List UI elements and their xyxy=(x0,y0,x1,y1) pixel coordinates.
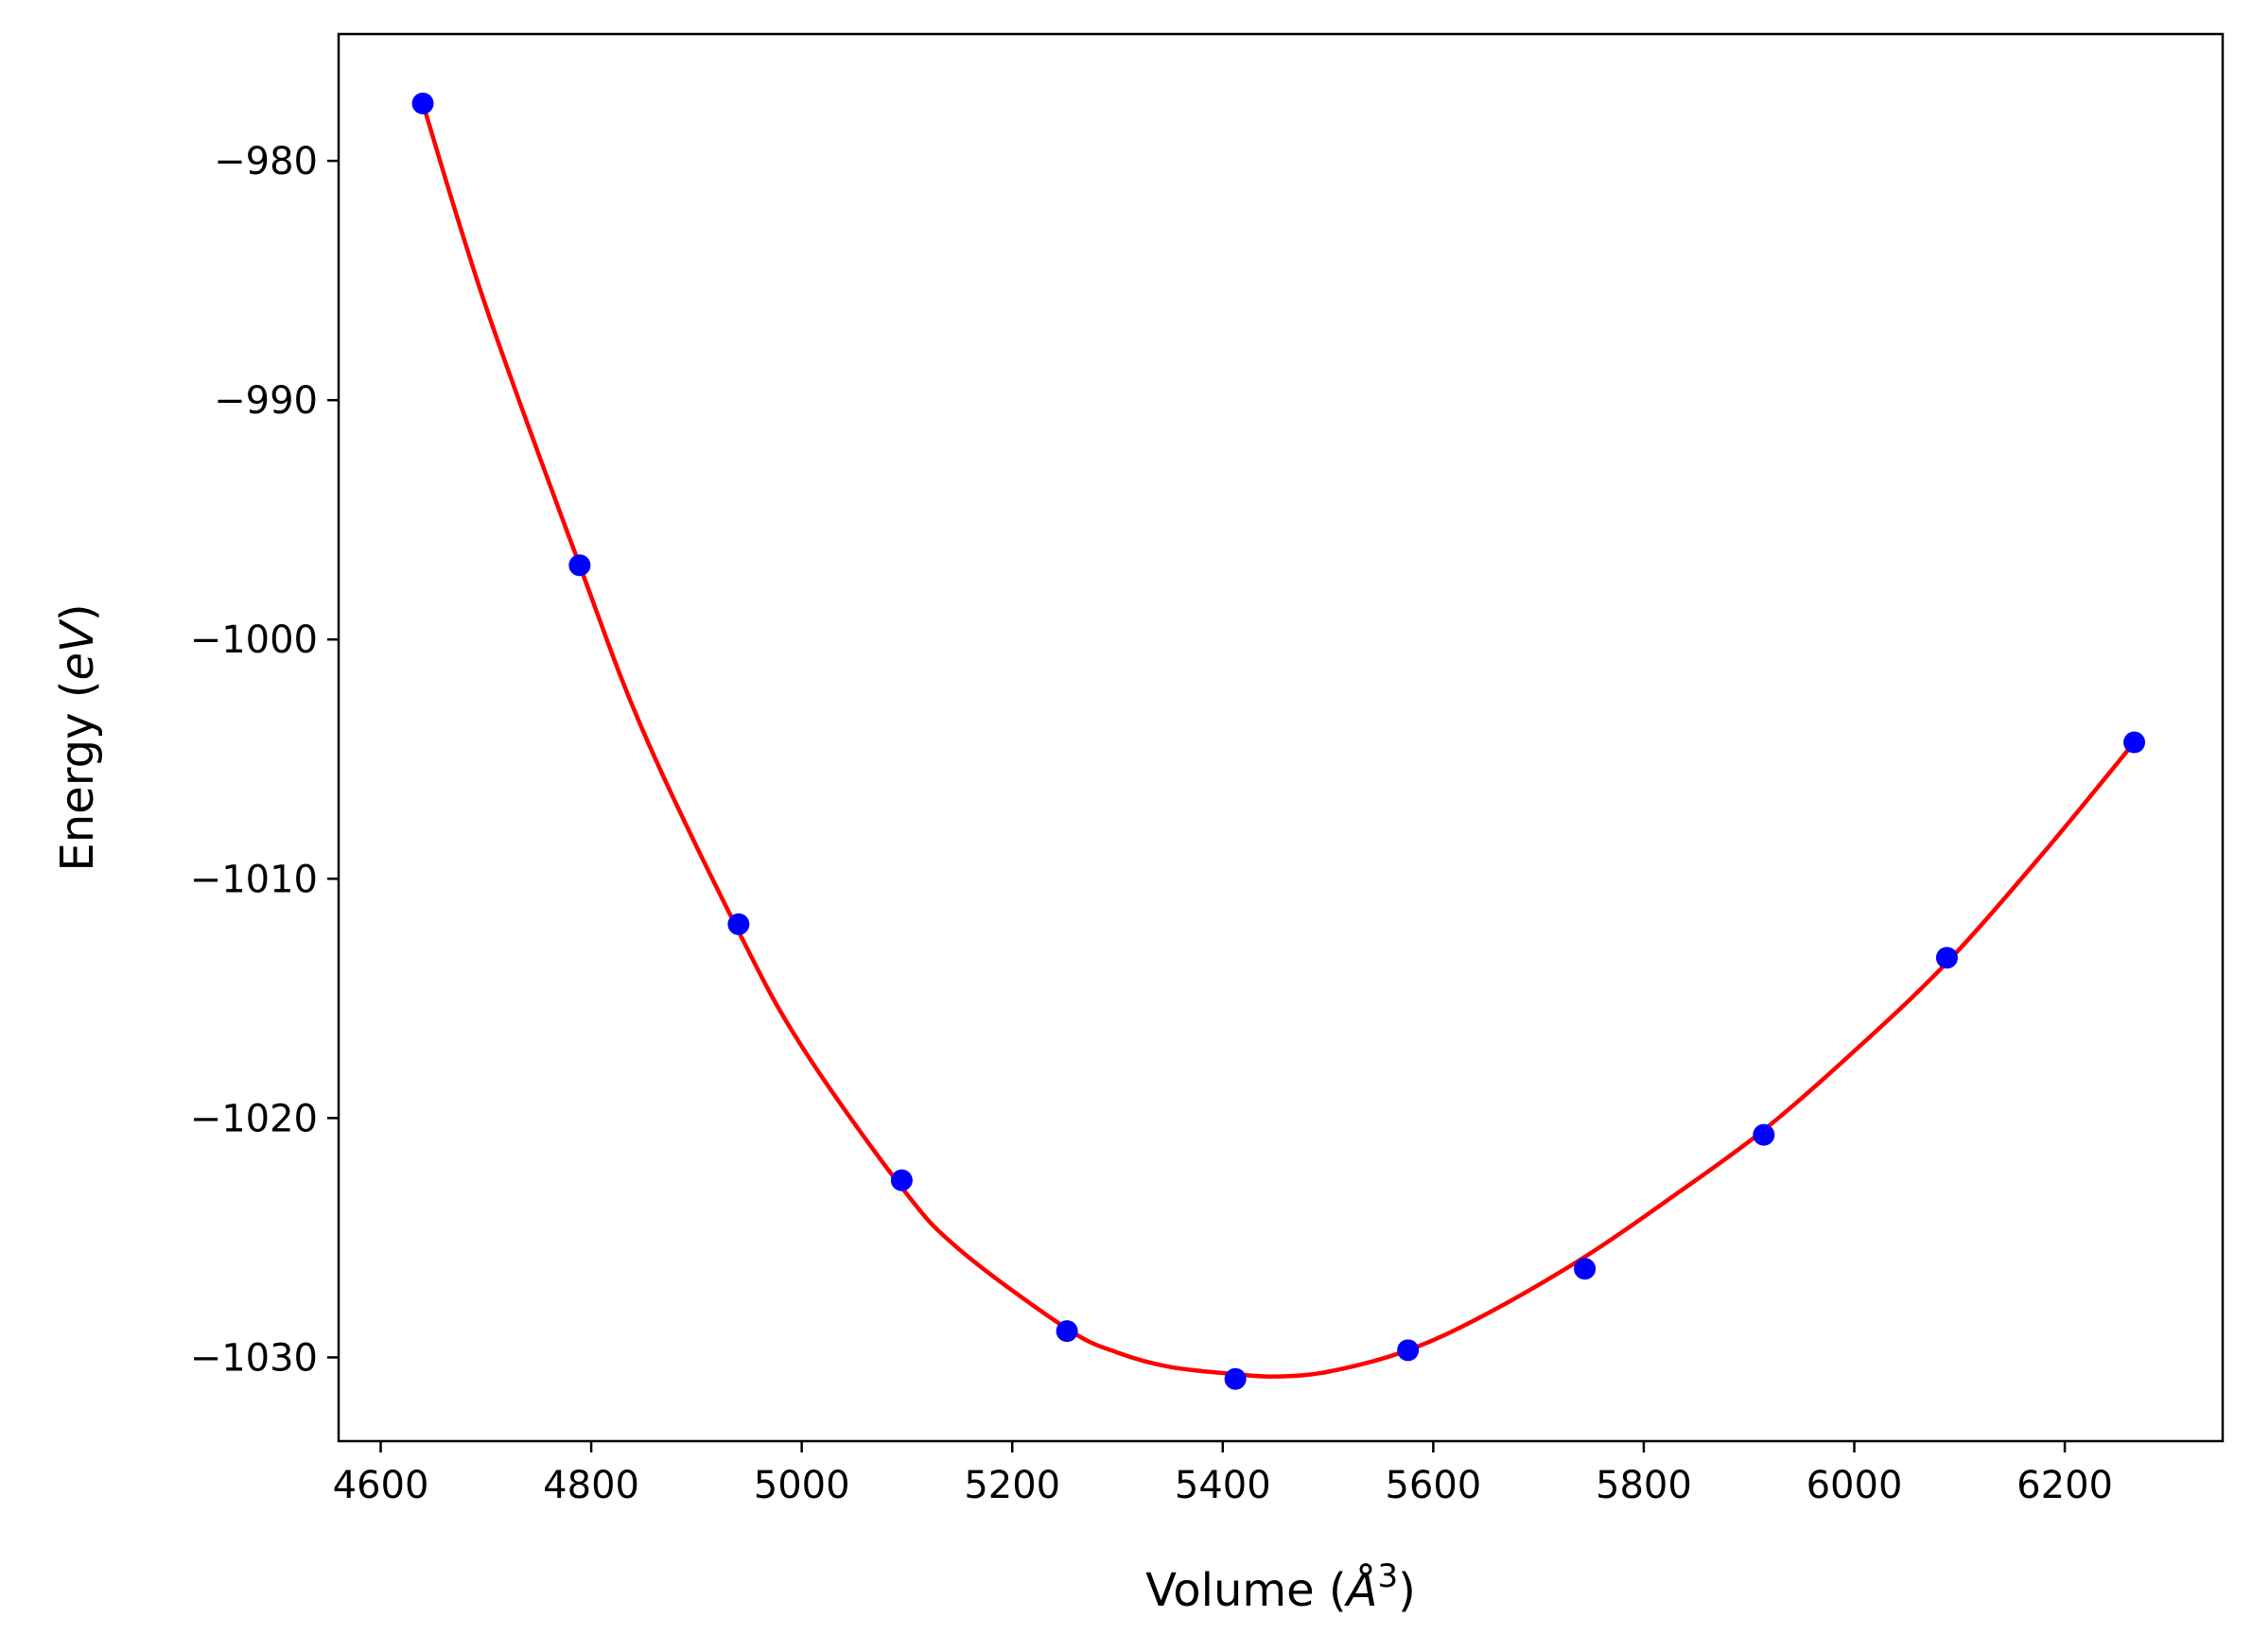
x-tick-label: 5800 xyxy=(1596,1464,1692,1507)
x-axis-ticks: 4600 4800 5000 5200 5400 5600 5800 6000 6200 xyxy=(333,1441,2113,1507)
x-tick-label: 5200 xyxy=(964,1464,1060,1507)
data-point xyxy=(1574,1258,1597,1280)
data-point xyxy=(727,913,750,935)
data-point xyxy=(1056,1320,1078,1343)
data-point xyxy=(568,554,591,577)
data-point xyxy=(1935,947,1958,969)
y-tick-label: −1010 xyxy=(190,858,318,901)
y-axis-ticks: −980 −990 −1000 −1010 −1020 −1030 xyxy=(190,140,339,1380)
y-tick-label: −990 xyxy=(214,379,318,423)
x-tick-label: 4600 xyxy=(333,1464,429,1507)
fit-curve-line xyxy=(420,102,2137,1380)
data-point xyxy=(1224,1367,1247,1390)
plot-content xyxy=(411,92,2146,1390)
data-point xyxy=(2123,731,2146,754)
x-tick-label: 6000 xyxy=(1807,1464,1903,1507)
y-tick-label: −1020 xyxy=(190,1097,318,1140)
y-axis-label: Energy (eV) xyxy=(51,603,104,871)
x-tick-label: 4800 xyxy=(543,1464,639,1507)
data-point xyxy=(1397,1339,1420,1362)
x-tick-label: 5400 xyxy=(1175,1464,1271,1507)
data-point xyxy=(411,92,434,114)
data-point xyxy=(890,1169,913,1191)
y-tick-label: −1030 xyxy=(190,1336,318,1380)
x-tick-label: 5000 xyxy=(754,1464,850,1507)
x-axis-label: Volume (Å3) xyxy=(1145,1557,1416,1617)
data-point xyxy=(1753,1123,1775,1146)
x-tick-label: 5600 xyxy=(1385,1464,1481,1507)
y-tick-label: −980 xyxy=(214,140,318,183)
plot-frame xyxy=(337,32,2225,1443)
y-tick-label: −1000 xyxy=(190,618,318,662)
x-tick-label: 6200 xyxy=(2016,1464,2113,1507)
